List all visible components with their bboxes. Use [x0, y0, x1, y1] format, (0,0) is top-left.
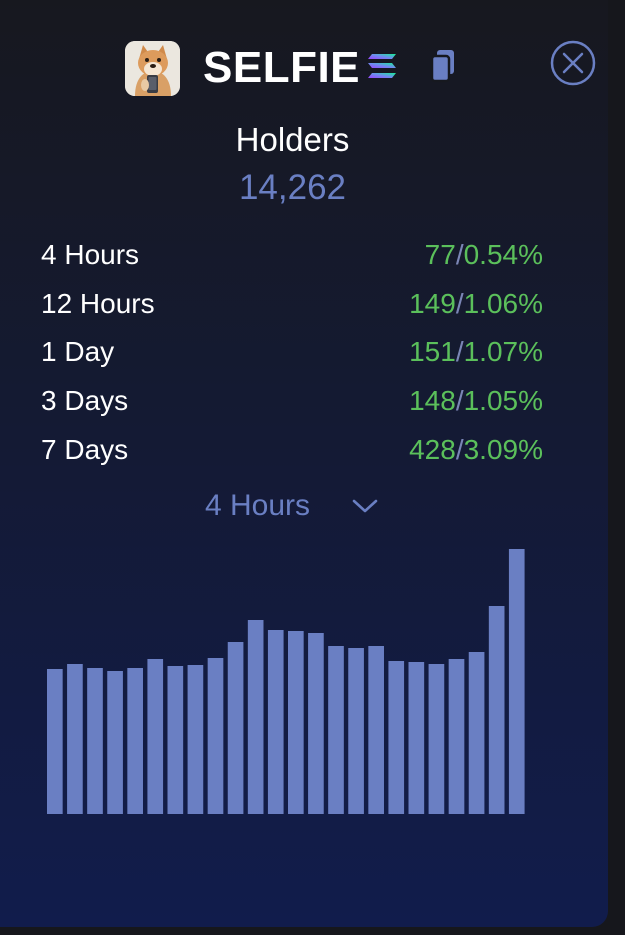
chart-bar-2: [87, 668, 103, 814]
chart-bar-11: [267, 630, 284, 814]
holders-bar-chart: [47, 549, 525, 814]
chart-bar-21: [468, 652, 485, 814]
chart-bar-6: [167, 666, 184, 814]
period-dropdown[interactable]: 4 Hours: [205, 485, 385, 527]
chart-bar-22: [488, 606, 505, 814]
chart-bar-4: [127, 668, 143, 814]
token-name: SELFIE: [203, 43, 361, 92]
holders-panel: SELFIE Holders 14,262 4 Hours: [0, 0, 608, 927]
token-avatar: [125, 41, 180, 96]
chart-bar-14: [328, 646, 344, 814]
chart-bar-7: [187, 665, 204, 814]
stat-label: 1 Day: [41, 336, 115, 368]
stat-percent: 0.54%: [463, 239, 543, 270]
holders-count: 14,262: [238, 168, 347, 207]
chart-bar-15: [348, 648, 364, 814]
stat-value: 148/1.05%: [409, 385, 543, 417]
stat-row-1d: 1 Day 151/1.07%: [41, 332, 543, 381]
stat-count: 149: [409, 287, 456, 319]
chart-bar-1: [67, 664, 83, 814]
stat-percent: 1.06%: [463, 287, 543, 319]
chart-bar-18: [408, 662, 425, 814]
stat-label: 7 Days: [41, 433, 129, 465]
stat-count: 428: [409, 433, 456, 465]
stat-row-12h: 12 Hours 149/1.06%: [41, 284, 543, 333]
chart-bar-9: [227, 642, 244, 814]
stat-count: 148: [409, 385, 456, 417]
stat-count: 151: [409, 336, 456, 368]
stat-value: 77/0.54%: [424, 239, 543, 270]
stat-percent: 1.05%: [463, 385, 543, 417]
period-selected-label: 4 Hours: [205, 489, 311, 522]
stat-row-4h: 4 Hours 77/0.54%: [41, 235, 543, 284]
stat-value: 149/1.06%: [409, 287, 543, 319]
stat-label: 4 Hours: [41, 239, 140, 270]
chart-bar-13: [308, 633, 324, 814]
solana-icon: [368, 54, 396, 78]
stat-percent: 1.07%: [463, 336, 543, 368]
copy-icon[interactable]: [430, 49, 456, 83]
stat-count: 77: [424, 239, 456, 270]
holders-label: Holders: [235, 121, 350, 158]
stat-value: 428/3.09%: [409, 433, 543, 465]
holder-change-stats: 4 Hours 77/0.54% 12 Hours 149/1.06% 1 Da…: [41, 235, 543, 478]
close-button[interactable]: [550, 40, 596, 86]
stat-label: 3 Days: [41, 385, 129, 417]
chart-bar-12: [288, 631, 304, 814]
chart-bar-3: [107, 671, 123, 814]
stat-label: 12 Hours: [41, 287, 155, 319]
chart-bar-10: [247, 620, 264, 814]
stat-row-3d: 3 Days 148/1.05%: [41, 381, 543, 430]
chart-bar-0: [47, 669, 63, 814]
chart-bar-17: [388, 661, 405, 814]
stat-value: 151/1.07%: [409, 336, 543, 368]
chart-bar-23: [508, 549, 525, 814]
chart-bar-19: [428, 664, 445, 814]
header: SELFIE: [0, 40, 608, 96]
chart-bar-5: [147, 659, 164, 814]
chart-bar-16: [368, 646, 384, 814]
chevron-down-icon: [352, 499, 378, 513]
stat-percent: 3.09%: [463, 433, 543, 465]
chart-bar-20: [448, 659, 465, 814]
chart-bar-8: [207, 658, 224, 814]
stat-row-7d: 7 Days 428/3.09%: [41, 430, 543, 479]
